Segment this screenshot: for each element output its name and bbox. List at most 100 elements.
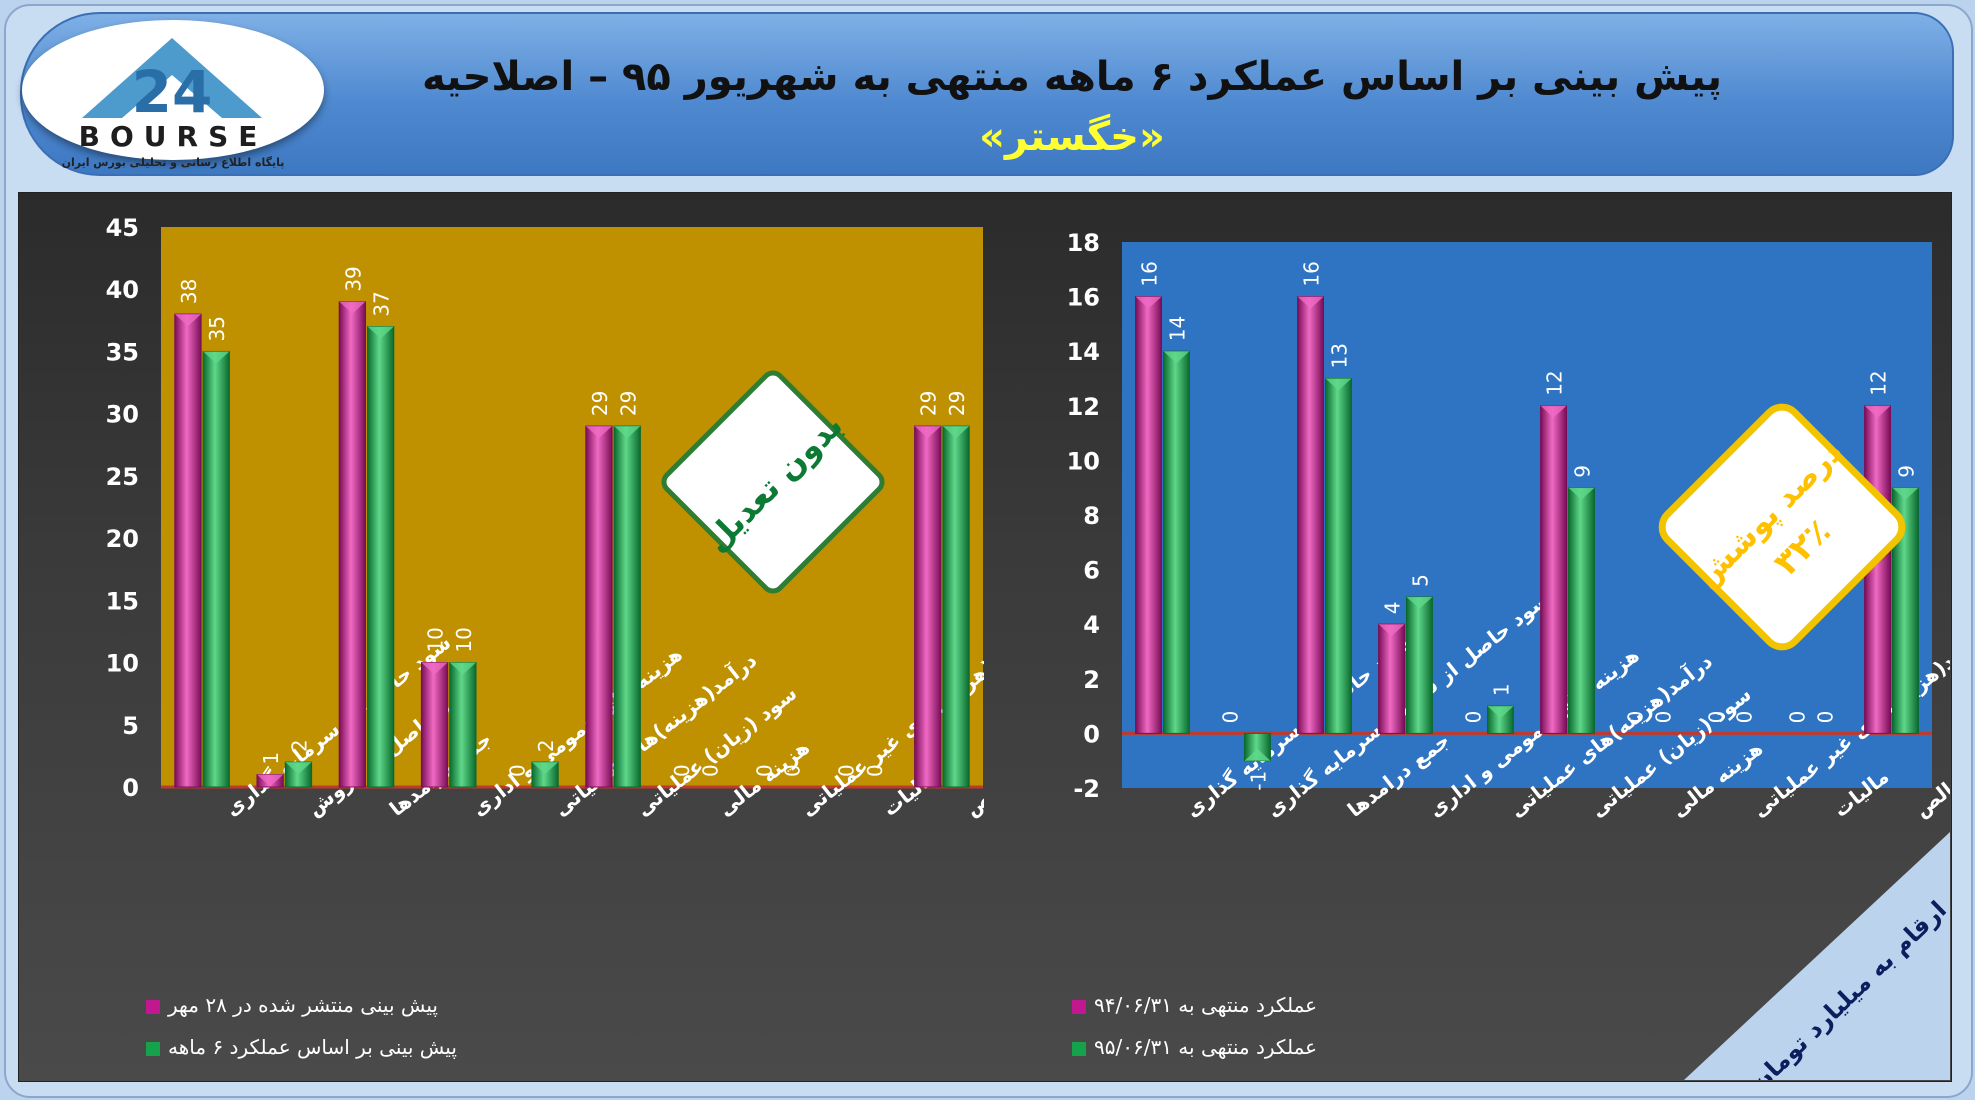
y-tick-label: 4	[1083, 611, 1100, 639]
bar	[1406, 596, 1433, 734]
y-tick-label: 16	[1067, 284, 1100, 312]
y-tick-label: 8	[1083, 502, 1100, 530]
data-label: 12	[1867, 370, 1891, 395]
bar-cap	[256, 774, 284, 787]
data-label: 0	[670, 764, 694, 777]
bar-cap	[1568, 487, 1595, 500]
bar	[1378, 623, 1405, 734]
y-tick-label: 20	[106, 525, 139, 553]
data-label: 2	[287, 739, 311, 752]
bar	[942, 425, 970, 788]
header-banner: پیش بینی بر اساس عملکرد ۶ ماهه منتهی به …	[20, 12, 1954, 176]
bar	[367, 326, 395, 788]
data-label: 38	[177, 279, 201, 304]
page-title: پیش بینی بر اساس عملکرد ۶ ماهه منتهی به …	[422, 54, 1722, 100]
bar-cap	[614, 426, 641, 439]
data-label: 0	[752, 764, 776, 777]
bar	[174, 313, 202, 788]
bar-cap	[367, 326, 394, 339]
data-label: 0	[698, 764, 722, 777]
page-subtitle: «خگستر»	[979, 114, 1165, 160]
data-label: 16	[1300, 261, 1324, 286]
data-label: 9	[1894, 465, 1918, 478]
data-label: 12	[1543, 370, 1567, 395]
badge-box	[1658, 403, 1906, 651]
y-tick-label: -2	[1073, 775, 1100, 803]
corner-ribbon	[1684, 832, 1950, 1080]
y-tick-label: 6	[1083, 557, 1100, 585]
bar-cap	[1325, 378, 1352, 391]
bourse24-logo: 24 BOURSE پایگاه اطلاع رسانی و تحلیلی بو…	[22, 20, 324, 169]
y-tick-label: 25	[106, 463, 139, 491]
bar-cap	[1487, 706, 1514, 719]
bar	[1540, 405, 1568, 734]
bar-cap	[285, 762, 312, 775]
data-label: -1	[1246, 771, 1270, 791]
y-tick-label: 10	[1067, 447, 1100, 475]
data-label: 9	[1570, 465, 1594, 478]
data-label: 0	[1462, 711, 1486, 724]
data-label: 0	[1624, 711, 1648, 724]
legend-swatch	[1072, 1000, 1086, 1014]
data-label: 29	[588, 391, 612, 416]
data-label: 29	[945, 391, 969, 416]
legend-label: عملکرد منتهی به ۹۴/۰۶/۳۱	[1094, 993, 1317, 1017]
bar-cap	[1406, 596, 1433, 609]
y-tick-label: 15	[106, 587, 139, 615]
y-tick-label: 0	[122, 774, 139, 802]
data-label: 14	[1165, 316, 1189, 341]
legend-swatch	[146, 1042, 160, 1056]
bar	[1297, 296, 1324, 734]
data-label: 0	[1732, 711, 1756, 724]
y-tick-label: 2	[1083, 666, 1100, 694]
bar	[1325, 378, 1352, 734]
logo-text: BOURSE	[78, 120, 268, 153]
y-tick-label: 10	[106, 650, 139, 678]
data-label: 5	[1408, 574, 1432, 587]
logo-mark-icon: 24	[82, 38, 262, 126]
bar-cap	[203, 351, 230, 364]
data-label: 1	[1489, 683, 1513, 696]
data-label: 16	[1138, 261, 1162, 286]
bar-cap	[421, 662, 448, 675]
y-tick-label: 45	[106, 214, 139, 242]
y-tick-label: 18	[1067, 229, 1100, 257]
legend-swatch	[1072, 1042, 1086, 1056]
data-label: 10	[452, 627, 476, 652]
data-label: 10	[424, 627, 448, 652]
logo-subtitle: پایگاه اطلاع رسانی و تحلیلی بورس ایران	[61, 156, 285, 169]
legend-label: پیش بینی منتشر شده در ۲۸ مهر	[167, 993, 438, 1018]
data-label: 35	[205, 316, 229, 341]
data-label: 13	[1327, 343, 1351, 368]
y-tick-label: 35	[106, 338, 139, 366]
no-adjustment-badge: بدون تعدیل	[661, 370, 885, 594]
bar-cap	[942, 426, 970, 439]
data-label: 0	[781, 764, 805, 777]
bar	[202, 350, 230, 788]
data-label: 0	[1786, 711, 1810, 724]
bar-cap	[1378, 624, 1405, 637]
bar-cap	[1540, 405, 1567, 418]
y-tick-label: 0	[1083, 720, 1100, 748]
bar	[420, 662, 449, 788]
data-label: 39	[341, 266, 365, 291]
data-label: 37	[370, 291, 394, 316]
right-bar-chart: -20246810121416181614سود حاصل از سرمایه …	[1067, 229, 1950, 1080]
data-label: 0	[1813, 711, 1837, 724]
data-label: 0	[1705, 711, 1729, 724]
data-label: 0	[1651, 711, 1675, 724]
bar	[338, 301, 367, 788]
data-label: 0	[506, 764, 530, 777]
logo-number: 24	[132, 58, 213, 126]
bar-cap	[449, 662, 477, 675]
bar-cap	[1864, 405, 1891, 418]
bar-cap	[1244, 748, 1271, 761]
data-label: 1	[259, 752, 283, 765]
y-tick-label: 5	[122, 712, 139, 740]
bar	[284, 761, 313, 788]
data-label: 4	[1381, 601, 1405, 614]
data-label: 0	[863, 764, 887, 777]
y-tick-label: 40	[106, 276, 139, 304]
badge-box	[661, 370, 885, 594]
